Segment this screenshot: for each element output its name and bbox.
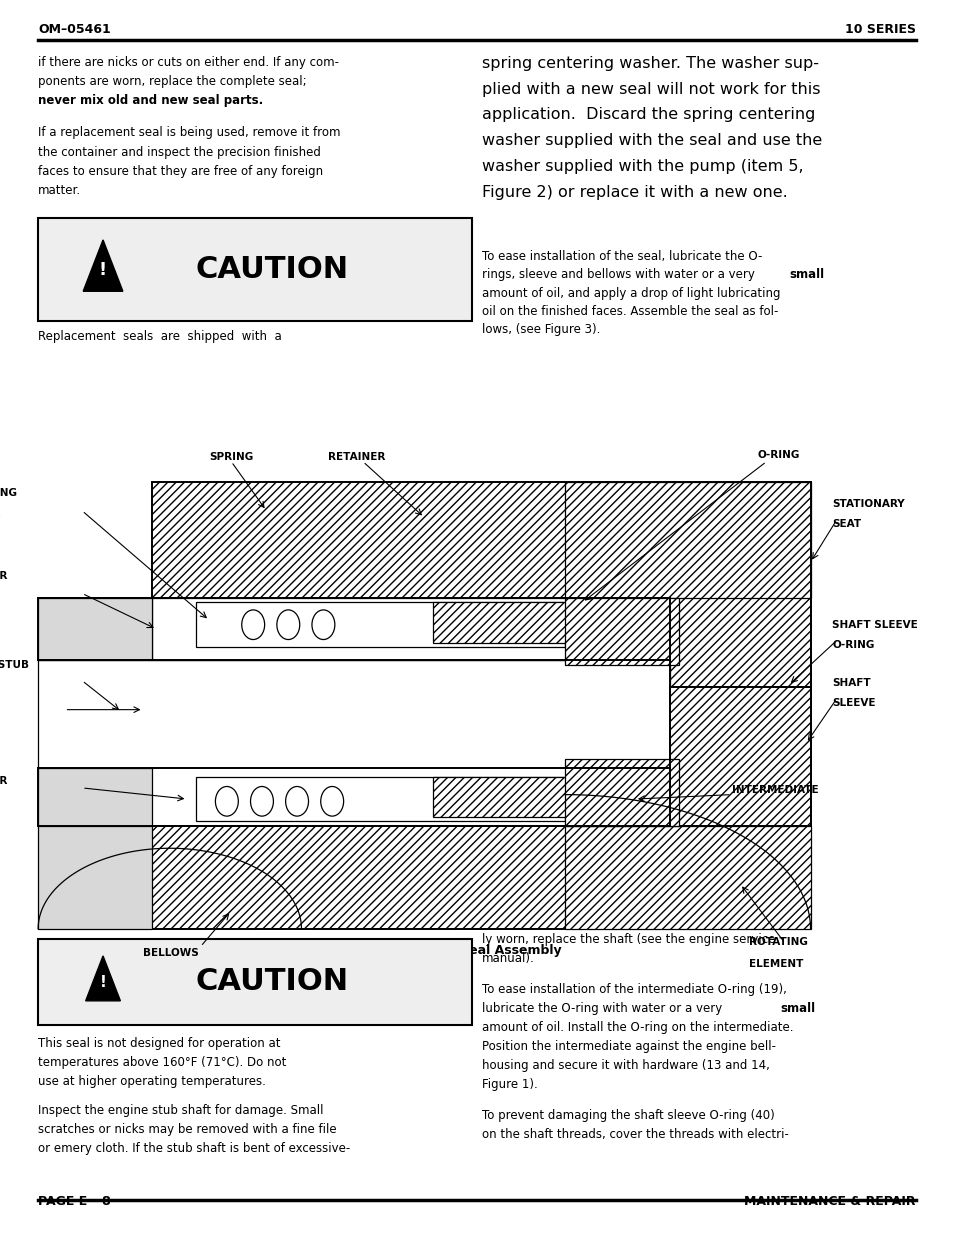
Text: PAGE E – 8: PAGE E – 8 [38,1194,111,1208]
Bar [564,758,679,826]
Bar [38,939,472,1025]
Text: IMPELLER: IMPELLER [0,571,8,580]
Text: 10 SERIES: 10 SERIES [844,23,915,37]
Bar [38,661,669,826]
Text: O-RING: O-RING [832,640,874,650]
Bar [564,826,810,929]
Text: small: small [788,268,823,282]
Bar [38,826,152,929]
Text: IMPELLER: IMPELLER [0,776,8,787]
Text: lows, (see Figure 3).: lows, (see Figure 3). [481,324,599,336]
Text: Figure 1).: Figure 1). [481,1078,537,1092]
Bar [152,826,669,929]
Text: !: ! [99,974,107,990]
Text: rings, sleeve and bellows with water or a very: rings, sleeve and bellows with water or … [481,268,758,282]
Bar [196,777,564,821]
Text: temperatures above 160°F (71°C). Do not: temperatures above 160°F (71°C). Do not [38,1056,286,1068]
Bar [433,603,581,642]
Text: plied with a new seal will not work for this: plied with a new seal will not work for … [481,82,820,96]
Text: If a replacement seal is being used, remove it from: If a replacement seal is being used, rem… [38,126,340,140]
Text: application.  Discard the spring centering: application. Discard the spring centerin… [481,107,814,122]
Bar [152,482,669,598]
Polygon shape [83,240,123,291]
Text: ENGINE STUB: ENGINE STUB [0,659,30,669]
Text: amount of oil, and apply a drop of light lubricating: amount of oil, and apply a drop of light… [481,287,780,300]
Text: To ease installation of the seal, lubricate the O-: To ease installation of the seal, lubric… [481,251,761,263]
Text: Position the intermediate against the engine bell-: Position the intermediate against the en… [481,1040,775,1053]
Text: ly worn, replace the shaft (see the engine service: ly worn, replace the shaft (see the engi… [481,932,775,946]
Text: CAUTION: CAUTION [195,256,348,284]
Text: SEAT: SEAT [832,519,861,529]
Text: matter.: matter. [38,184,81,196]
Text: washer supplied with the pump (item 5,: washer supplied with the pump (item 5, [481,159,802,174]
Text: housing and secure it with hardware (13 and 14,: housing and secure it with hardware (13 … [481,1060,769,1072]
Bar [38,219,472,321]
Text: SPRING: SPRING [209,452,253,462]
Text: Inspect the engine stub shaft for damage. Small: Inspect the engine stub shaft for damage… [38,1104,323,1116]
Text: amount of oil. Install the O-ring on the intermediate.: amount of oil. Install the O-ring on the… [481,1021,793,1034]
Text: To ease installation of the intermediate O-ring (19),: To ease installation of the intermediate… [481,983,786,995]
Text: never mix old and new seal parts.: never mix old and new seal parts. [38,94,263,107]
Bar [564,598,679,664]
Text: small: small [780,1002,815,1015]
Bar [38,598,152,661]
Text: !: ! [99,262,107,279]
Text: O-RING: O-RING [757,450,800,459]
Text: MAINTENANCE & REPAIR: MAINTENANCE & REPAIR [743,1194,915,1208]
Bar [669,688,810,826]
Bar [196,603,564,647]
Text: use at higher operating temperatures.: use at higher operating temperatures. [38,1074,266,1088]
Text: RETAINER: RETAINER [328,452,385,462]
Text: OM–05461: OM–05461 [38,23,111,37]
Text: CENTERING: CENTERING [0,488,17,498]
Text: SLEEVE: SLEEVE [832,698,875,708]
Text: ponents are worn, replace the complete seal;: ponents are worn, replace the complete s… [38,74,307,88]
Text: Figure 3. Seal Assembly: Figure 3. Seal Assembly [393,944,560,957]
Text: lubricate the O-ring with water or a very: lubricate the O-ring with water or a ver… [481,1002,725,1015]
Text: To prevent damaging the shaft sleeve O-ring (40): To prevent damaging the shaft sleeve O-r… [481,1109,774,1121]
Text: BELLOWS: BELLOWS [143,948,199,958]
Text: the container and inspect the precision finished: the container and inspect the precision … [38,146,321,158]
Bar [152,598,669,661]
Text: spring centering washer. The washer sup-: spring centering washer. The washer sup- [481,56,818,70]
Bar [669,482,810,688]
Text: faces to ensure that they are free of any foreign: faces to ensure that they are free of an… [38,164,323,178]
Text: if there are nicks or cuts on either end. If any com-: if there are nicks or cuts on either end… [38,56,339,69]
Bar [433,777,581,818]
Text: Replacement  seals  are  shipped  with  a: Replacement seals are shipped with a [38,330,282,343]
Text: scratches or nicks may be removed with a fine file: scratches or nicks may be removed with a… [38,1123,336,1136]
Text: STATIONARY: STATIONARY [832,499,904,509]
Text: ROTATING: ROTATING [748,937,807,947]
Polygon shape [86,956,120,1000]
Text: SHAFT: SHAFT [832,678,870,688]
Text: on the shaft threads, cover the threads with electri-: on the shaft threads, cover the threads … [481,1128,788,1141]
Text: INTERMEDIATE: INTERMEDIATE [731,785,818,795]
Text: washer supplied with the seal and use the: washer supplied with the seal and use th… [481,133,821,148]
Text: Figure 2) or replace it with a new one.: Figure 2) or replace it with a new one. [481,185,786,200]
Text: oil on the finished faces. Assemble the seal as fol-: oil on the finished faces. Assemble the … [481,305,778,317]
Text: This seal is not designed for operation at: This seal is not designed for operation … [38,1036,280,1050]
Text: manual).: manual). [481,952,534,965]
Bar [38,768,152,826]
Text: CAUTION: CAUTION [195,967,348,997]
Bar [564,482,810,598]
Text: or emery cloth. If the stub shaft is bent of excessive-: or emery cloth. If the stub shaft is ben… [38,1142,350,1155]
Text: SHAFT SLEEVE: SHAFT SLEEVE [832,620,917,630]
Text: ELEMENT: ELEMENT [748,960,802,969]
